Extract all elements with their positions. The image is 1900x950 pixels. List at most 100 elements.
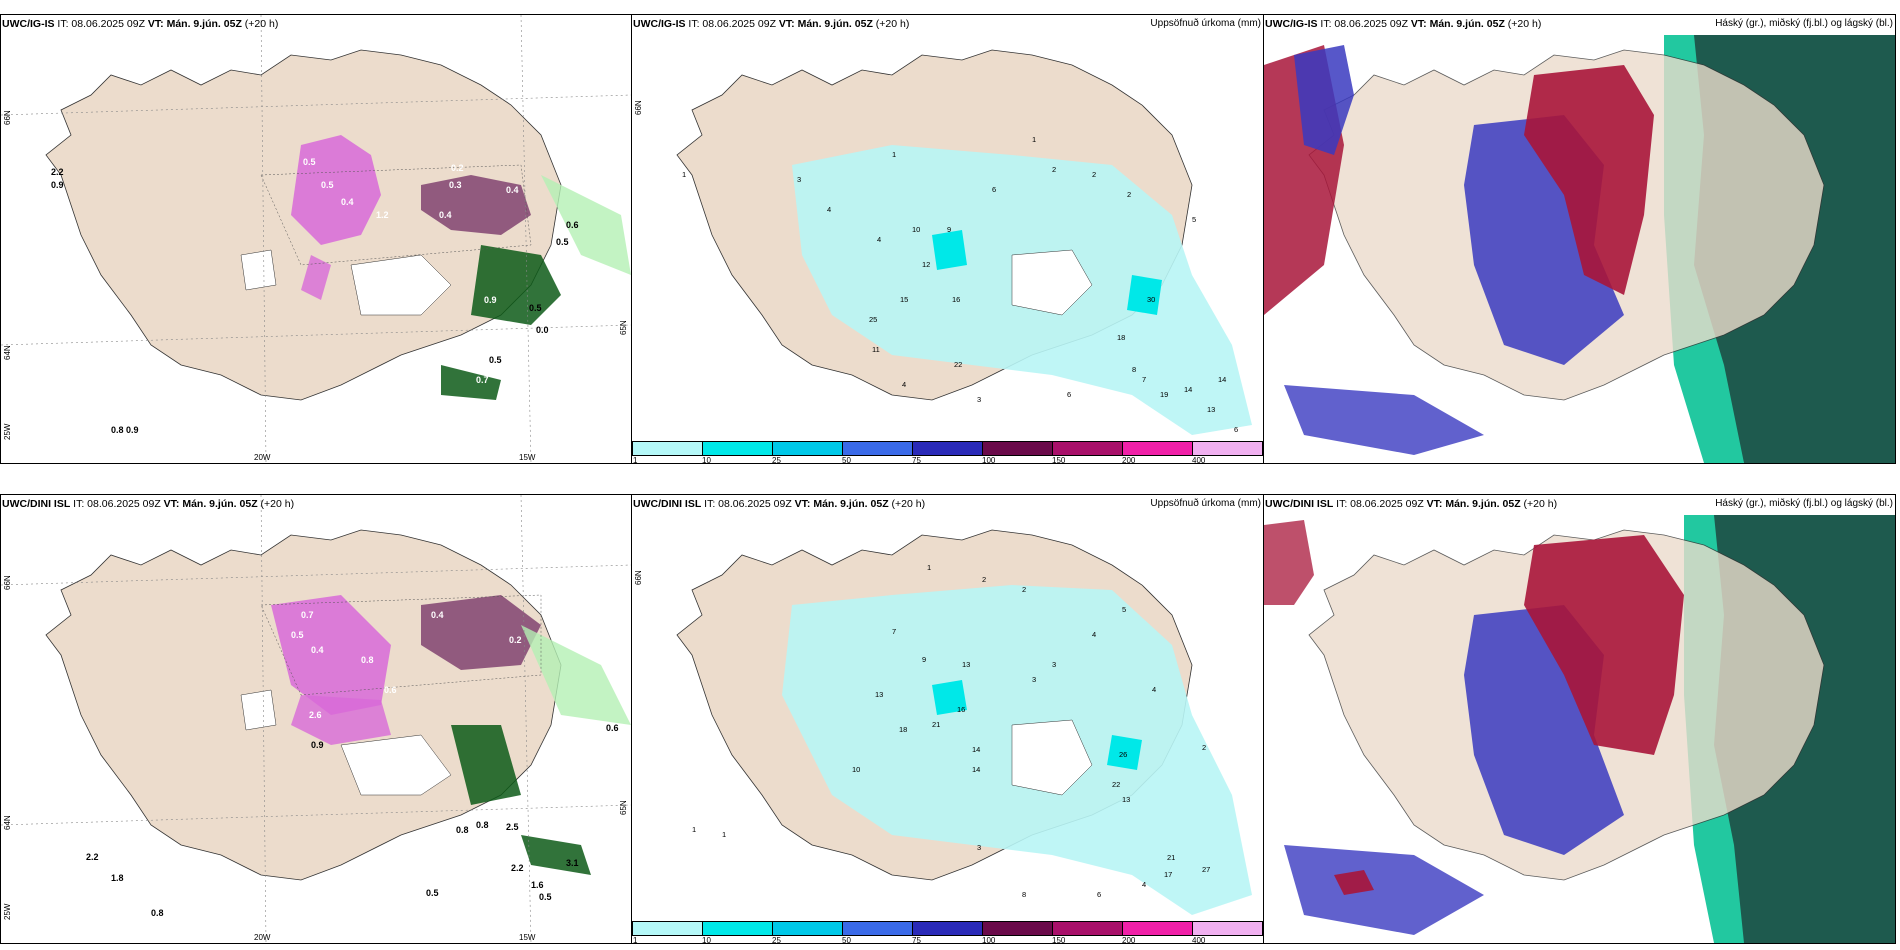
precip-value: 2 [1052, 165, 1057, 174]
precip-value: 13 [962, 660, 971, 669]
map-value: 0.2 [509, 635, 522, 645]
model-name: UWC/DINI ISL [633, 498, 702, 510]
map-precip-accum-dini [676, 529, 1252, 915]
precip-value: 1 [682, 170, 687, 179]
model-name: UWC/DINI ISL [2, 498, 71, 510]
panel-precip-type-igis: UWC/IG-IS IT: 08.06.2025 09Z VT: Mán. 9.… [0, 14, 632, 464]
map-value: 5.9 [554, 365, 567, 375]
map-value: 0.7 [476, 375, 489, 385]
colorbar-segment [842, 441, 913, 456]
colorbar-segment [982, 441, 1053, 456]
colorbar-tick: 100 [982, 456, 996, 464]
model-name: UWC/DINI ISL [1265, 498, 1334, 510]
precip-value: 22 [954, 360, 963, 369]
colorbar-tick: 200 [1122, 456, 1136, 464]
precip-area-heavy-2 [1127, 275, 1162, 315]
map-value: 3.1 [566, 858, 579, 868]
precip-value: 18 [1117, 333, 1126, 342]
precip-value: 1 [927, 563, 932, 572]
rain-area-light [541, 175, 631, 275]
map-precip-accum-igis [676, 49, 1252, 435]
lat-label-66: 66N [3, 110, 12, 125]
precip-value: 3 [977, 843, 982, 852]
panel-title: Háský (gr.), miðský (fj.bl.) og lágský (… [1715, 498, 1893, 509]
cloud-mid-south [1334, 870, 1374, 895]
lat-label-66: 66N [634, 100, 643, 115]
model-name: UWC/IG-IS [1265, 18, 1318, 30]
lon-label-15: 15W [519, 453, 536, 462]
map-value: 0.4 [431, 610, 444, 620]
colorbar: 1 10 25 50 75 100 150 200 400 [632, 437, 1263, 463]
hatch-area [260, 164, 532, 266]
valid-time-label: VT: [794, 498, 811, 510]
lat-label-65: 65N [619, 320, 628, 335]
colorbar-segment [1122, 921, 1193, 936]
init-time: IT: 08.06.2025 09Z [704, 498, 792, 510]
precip-area-heavy-2 [1107, 735, 1142, 770]
precip-value: 3 [1052, 660, 1057, 669]
precip-value: 2 [1202, 743, 1207, 752]
panel-precip-accum-igis: UWC/IG-IS IT: 08.06.2025 09Z VT: Mán. 9.… [631, 14, 1264, 464]
map-value: 0.9 [51, 180, 64, 190]
colorbar-segment [982, 921, 1053, 936]
colorbar-segment [912, 921, 983, 936]
precip-value: 1 [1032, 135, 1037, 144]
colorbar-tick: 50 [842, 456, 851, 464]
glacier-white [350, 254, 452, 316]
glacier-white-2 [240, 249, 277, 291]
valid-time-label: VT: [778, 18, 795, 30]
colorbar-segment [1052, 921, 1123, 936]
map-value: 0.3 [449, 180, 462, 190]
rain-area-3 [441, 365, 501, 400]
precip-value: 10 [912, 225, 921, 234]
map-value: 0.6 [606, 723, 619, 733]
precip-value: 2 [982, 575, 987, 584]
map-value: 0.5 [426, 888, 439, 898]
precip-value: 26 [1119, 750, 1128, 759]
valid-time: Mán. 9.jún. 05Z [797, 18, 873, 30]
lat-label-64: 64N [3, 815, 12, 830]
cloud-low-south [1284, 845, 1484, 935]
valid-time-label: VT: [147, 18, 164, 30]
precip-area-heavy [932, 680, 967, 715]
map-value: 0.8 [456, 825, 469, 835]
sleet-area [301, 255, 331, 300]
rain-area [471, 245, 561, 325]
cloud-low-west [1294, 45, 1354, 155]
precip-value: 13 [1122, 795, 1131, 804]
map-value: 0.7 [301, 610, 314, 620]
precip-value: 14 [972, 765, 981, 774]
panel-title: Uppsöfnuð úrkoma (mm) [1150, 18, 1261, 29]
colorbar-tick: 150 [1052, 936, 1066, 944]
lead-time: (+20 h) [260, 498, 295, 510]
colorbar-tick: 1 [633, 456, 638, 464]
precip-value: 8 [1022, 890, 1027, 899]
panel-title: Uppsöfnuð úrkoma (mm) [1150, 498, 1261, 509]
precip-value: 2 [1022, 585, 1027, 594]
map-precip-type-igis [1, 15, 631, 463]
colorbar: 1 10 25 50 75 100 150 200 400 [632, 917, 1263, 943]
rain-area-light [521, 625, 631, 725]
colorbar-tick: 25 [772, 936, 781, 944]
colorbar-segment [842, 921, 913, 936]
precip-value: 16 [957, 705, 966, 714]
map-value: 1.2 [376, 210, 389, 220]
hatch-area [260, 594, 542, 696]
rain-area-3 [521, 835, 591, 875]
snow-area-2 [421, 595, 541, 670]
precip-value: 6 [1097, 890, 1102, 899]
panel-clouds-igis: UWC/IG-IS IT: 08.06.2025 09Z VT: Mán. 9.… [1263, 14, 1896, 464]
precip-value: 21 [932, 720, 941, 729]
panel-title: Háský (gr.), miðský (fj.bl.) og lágský (… [1715, 18, 1893, 29]
sleet-area [291, 695, 391, 745]
snow-area [271, 595, 391, 715]
map-value: 0.6 [384, 685, 397, 695]
map-value: 0.8 [476, 820, 489, 830]
init-time: IT: 08.06.2025 09Z [73, 498, 161, 510]
lat-label-64: 64N [3, 345, 12, 360]
precip-value: 16 [952, 295, 961, 304]
cloud-low-south [1284, 385, 1484, 455]
valid-time: Mán. 9.jún. 05Z [182, 498, 258, 510]
precip-value: 10 [852, 765, 861, 774]
map-value: 0.8 [361, 655, 374, 665]
